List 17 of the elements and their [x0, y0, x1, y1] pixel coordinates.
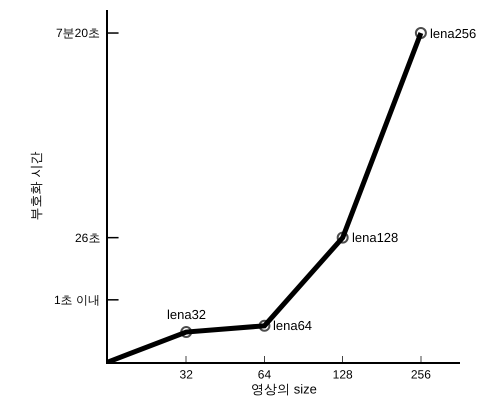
ref-line-label: 26초: [75, 231, 100, 245]
annotation: lena256: [430, 26, 476, 41]
x-tick-label: 32: [180, 367, 194, 382]
x-tick-label: 128: [332, 367, 353, 382]
annotation: lena128: [352, 230, 398, 245]
annotation: lena64: [273, 318, 312, 333]
x-tick-label: 256: [410, 367, 432, 382]
y-axis-title: 부호화 시간: [28, 152, 44, 220]
x-axis-title: 영상의 size: [251, 382, 317, 396]
x-tick-label: 64: [258, 367, 272, 382]
annotation: lena32: [167, 307, 206, 322]
point: [258, 320, 270, 332]
point: [180, 326, 192, 338]
ref-line-label: 7분20초: [56, 26, 100, 40]
point: [414, 27, 427, 40]
point: [336, 232, 349, 244]
ref-line-label: 1초 이내: [54, 293, 100, 307]
